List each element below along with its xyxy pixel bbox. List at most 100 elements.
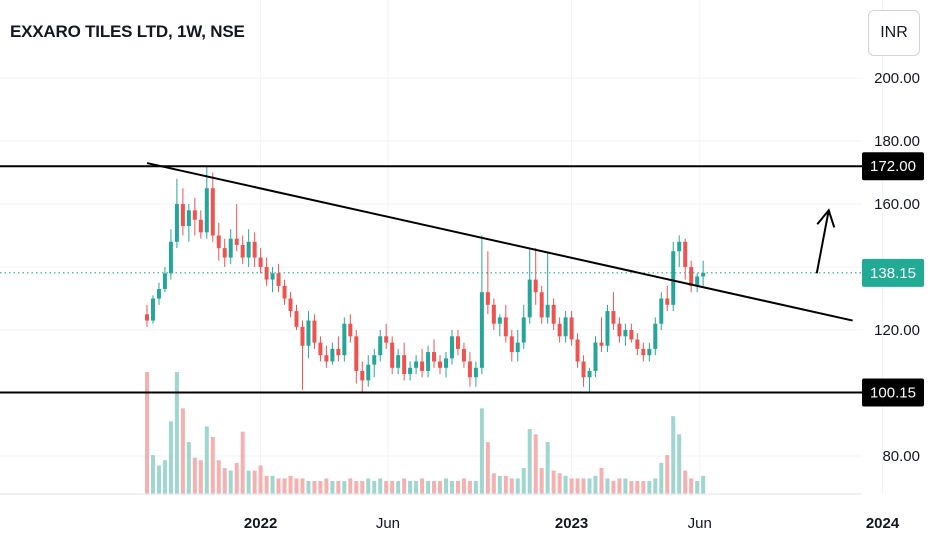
price-axis-label: 180.00 xyxy=(874,133,920,150)
volume-bar xyxy=(563,475,568,494)
volume-bar xyxy=(240,431,245,494)
candle xyxy=(414,355,419,375)
volume-bar xyxy=(150,455,155,494)
candle xyxy=(593,336,598,378)
volume-bar xyxy=(216,460,221,494)
price-axis-label: 160.00 xyxy=(874,196,920,213)
volume-bar xyxy=(701,475,706,494)
candle-body xyxy=(192,210,197,220)
candle xyxy=(665,285,670,312)
candle xyxy=(240,235,245,264)
candle-body xyxy=(360,370,365,381)
volume-bar xyxy=(611,481,616,494)
candle-body xyxy=(461,348,466,362)
candle-body xyxy=(198,219,203,233)
candle-body xyxy=(599,342,604,346)
projection-arrow-head xyxy=(816,208,836,228)
volume-bar xyxy=(432,481,437,494)
volume-bar xyxy=(420,478,425,494)
candle-body xyxy=(378,336,383,356)
candle xyxy=(378,330,383,362)
volume-bar xyxy=(168,421,173,494)
candle xyxy=(288,292,293,318)
volume-bar xyxy=(252,470,257,494)
candle xyxy=(174,178,179,249)
volume-bar xyxy=(671,416,676,494)
candle-body xyxy=(324,355,329,362)
candle-body xyxy=(186,210,191,227)
candle xyxy=(432,339,437,368)
volume-bar xyxy=(276,478,281,494)
volume-bar xyxy=(270,475,275,494)
candle xyxy=(306,311,311,359)
volume-bar xyxy=(228,470,233,494)
candle-body xyxy=(174,204,179,242)
candle xyxy=(527,248,532,324)
candle-body xyxy=(491,304,496,324)
candle-body xyxy=(228,238,233,258)
volume-bar xyxy=(575,478,580,494)
volume-bar xyxy=(342,481,347,494)
trend-line xyxy=(146,162,853,322)
currency-button[interactable]: INR xyxy=(868,10,920,56)
volume-bar xyxy=(348,478,353,494)
candle-body xyxy=(509,336,514,353)
candle-body xyxy=(294,311,299,327)
candle xyxy=(348,314,353,343)
candle-body xyxy=(372,355,377,365)
candle-body xyxy=(665,298,670,305)
candle-body xyxy=(318,342,323,356)
volume-bar xyxy=(461,478,466,494)
volume-bar xyxy=(545,442,550,494)
candle xyxy=(324,345,329,368)
candle xyxy=(515,330,520,362)
volume-bar xyxy=(623,478,628,494)
candle-body xyxy=(629,330,634,340)
candle xyxy=(276,263,281,293)
time-axis-label: 2024 xyxy=(866,515,900,532)
candle xyxy=(611,292,616,330)
volume-bar xyxy=(599,468,604,494)
candle-body xyxy=(348,323,353,337)
candle-body xyxy=(354,336,359,371)
level-price-badge xyxy=(862,378,924,407)
candle xyxy=(617,317,622,343)
candle-body xyxy=(533,279,538,293)
volume-bar xyxy=(288,475,293,494)
candle xyxy=(444,352,448,378)
grid-lines xyxy=(0,0,884,494)
volume-bar xyxy=(509,478,514,494)
candle xyxy=(384,323,389,349)
candle xyxy=(246,229,251,267)
volume-bar xyxy=(473,481,478,494)
candle-body xyxy=(623,330,628,337)
volume-bar xyxy=(569,478,574,494)
candle xyxy=(426,345,431,378)
volume-bar xyxy=(683,470,688,494)
price-axis: 200.00 180.00 160.00 120.00 80.00 172.00 100.1… xyxy=(862,70,924,465)
candles xyxy=(145,166,706,393)
candle xyxy=(252,232,257,267)
candle xyxy=(533,248,538,305)
candle-body xyxy=(695,276,700,286)
candle-body xyxy=(521,317,526,343)
level-price-label: 100.15 xyxy=(870,385,916,402)
volume-bar xyxy=(527,429,532,494)
candle-body xyxy=(635,339,640,349)
volume-bar xyxy=(539,468,544,494)
candle-body xyxy=(593,342,598,371)
volume-bars xyxy=(145,372,706,494)
candle xyxy=(222,238,227,267)
volume-bar xyxy=(455,481,460,494)
candle-body xyxy=(336,348,341,356)
volume-bar xyxy=(174,372,179,494)
candle-body xyxy=(569,317,574,340)
candle-body xyxy=(479,292,484,368)
volume-bar xyxy=(162,460,167,494)
candle-body xyxy=(527,279,532,318)
volume-bar xyxy=(180,408,185,494)
candle-body xyxy=(551,304,556,324)
volume-bar xyxy=(156,465,161,494)
